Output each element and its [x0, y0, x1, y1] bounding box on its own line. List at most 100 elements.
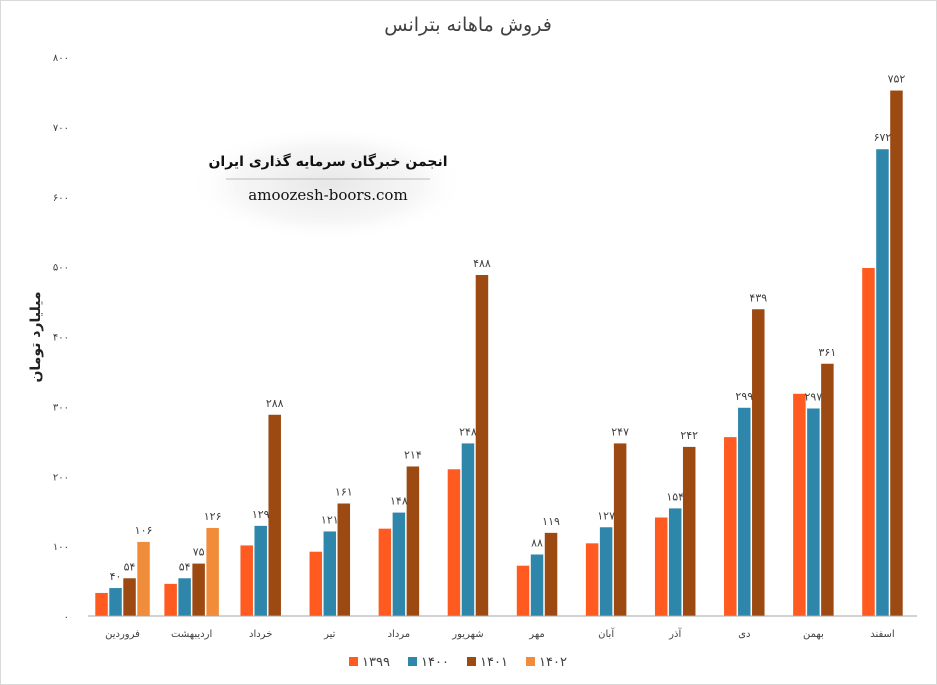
y-tick-label: ۶۰۰ — [53, 193, 69, 204]
bar-3-6 — [475, 275, 489, 616]
legend-swatch — [526, 657, 535, 666]
bar-3-9 — [682, 446, 696, 616]
data-label: ۱۱۹ — [542, 515, 560, 528]
y-tick-label: ۸۰۰ — [53, 53, 69, 64]
x-tick-label: فروردین — [105, 629, 140, 640]
bar-2-7 — [530, 554, 544, 616]
y-tick-label: ۵۰۰ — [53, 263, 69, 274]
data-label: ۵۴ — [179, 560, 191, 573]
legend-swatch — [408, 657, 417, 666]
bar-3-2 — [192, 563, 205, 616]
bar-3-5 — [406, 466, 420, 616]
data-label: ۱۲۷ — [597, 509, 615, 522]
x-tick-label: آبان — [598, 627, 615, 640]
bar-1-10 — [724, 437, 737, 616]
y-axis-ticks: ۰ ۱۰۰ ۲۰۰ ۳۰۰ ۴۰۰ ۵۰۰ ۶۰۰ ۷۰۰ ۸۰۰ — [53, 53, 69, 623]
data-label: ۲۴۲ — [680, 429, 698, 442]
data-label: ۱۴۸ — [390, 495, 408, 508]
data-label: ۲۸۸ — [266, 397, 284, 410]
legend-label: ۱۴۰۱ — [480, 655, 508, 670]
bar-2-2 — [178, 578, 191, 616]
y-tick-label: ۲۰۰ — [53, 472, 69, 483]
bar-3-8 — [613, 443, 627, 616]
data-label: ۸۸ — [531, 537, 543, 550]
bar-1-6 — [447, 469, 461, 616]
bar-1-3 — [240, 545, 253, 616]
data-label: ۲۱۴ — [404, 448, 422, 461]
bar-2-8 — [599, 527, 613, 616]
bar-3-3 — [268, 414, 281, 616]
x-tick-label: بهمن — [803, 629, 824, 640]
data-label: ۲۴۸ — [459, 425, 477, 438]
bar-1-4 — [309, 551, 323, 616]
x-tick-label: شهریور — [451, 629, 483, 640]
bar-3-11 — [821, 363, 834, 616]
y-tick-label: ۴۰۰ — [53, 333, 69, 344]
bar-2-4 — [323, 531, 337, 616]
bar-3-10 — [752, 309, 765, 616]
data-label: ۱۲۱ — [321, 513, 339, 526]
bar-2-11 — [807, 408, 820, 616]
y-tick-label: ۷۰۰ — [53, 123, 69, 134]
bar-1-1 — [95, 592, 108, 616]
x-tick-label: مرداد — [388, 629, 411, 640]
bar-2-12 — [876, 149, 889, 617]
x-tick-label: خرداد — [249, 629, 272, 640]
y-axis-label: میلیارد تومان — [28, 291, 44, 382]
legend-swatch — [467, 657, 476, 666]
data-label: ۱۶۱ — [335, 486, 353, 499]
x-tick-label: آذر — [668, 627, 682, 640]
x-tick-label: مهر — [528, 629, 544, 640]
data-label: ۱۲۶ — [204, 510, 222, 523]
legend-label: ۱۳۹۹ — [362, 655, 390, 670]
y-tick-label: ۱۰۰ — [53, 542, 69, 553]
data-label: ۱۵۴ — [666, 490, 684, 503]
data-label: ۶۷۲ — [874, 131, 892, 144]
watermark-url: amoozesh-boors.com — [248, 186, 407, 204]
legend-label: ۱۴۰۲ — [539, 655, 567, 670]
data-label: ۱۲۹ — [252, 508, 270, 521]
data-label: ۲۹۷ — [805, 390, 823, 403]
bars-group — [95, 90, 903, 617]
y-tick-label: ۳۰۰ — [53, 402, 69, 413]
x-tick-label: اسفند — [870, 629, 894, 640]
data-label: ۲۴۷ — [611, 425, 629, 438]
data-label: ۷۵ — [193, 546, 205, 559]
x-axis-ticks: فروردین اردیبهشت خرداد تیر مرداد شهریور مهر آبا… — [105, 627, 895, 640]
data-label: ۴۸۸ — [473, 257, 491, 270]
chart-title: فروش ماهانه بترانس — [384, 14, 552, 36]
bar-1-11 — [793, 393, 806, 616]
data-label: ۴۰ — [110, 570, 122, 583]
bar-1-12 — [862, 268, 875, 616]
data-label: ۳۶۱ — [819, 346, 837, 359]
bar-1-2 — [164, 583, 177, 616]
bar-4-2 — [206, 527, 219, 616]
data-label: ۷۵۲ — [888, 73, 906, 86]
legend: ۱۳۹۹ ۱۴۰۰ ۱۴۰۱ ۱۴۰۲ — [349, 655, 567, 670]
bar-1-9 — [654, 517, 668, 616]
bar-3-12 — [890, 90, 903, 617]
watermark-glow — [188, 126, 468, 242]
data-label: ۴۳۹ — [749, 291, 767, 304]
watermark: انجمن خبرگان سرمایه گذاری ایران amoozesh… — [188, 126, 468, 242]
y-tick-label: ۰ — [64, 612, 69, 623]
data-label: ۱۰۶ — [135, 524, 153, 537]
bar-3-4 — [337, 503, 351, 616]
data-label: ۲۹۹ — [735, 390, 753, 403]
bar-1-7 — [516, 565, 530, 616]
bar-3-7 — [544, 532, 558, 616]
x-tick-label: اردیبهشت — [171, 629, 212, 640]
bar-1-8 — [585, 543, 599, 616]
bar-3-1 — [123, 578, 136, 616]
bar-4-1 — [137, 541, 150, 616]
x-tick-label: دی — [738, 629, 750, 640]
bar-2-3 — [254, 525, 267, 616]
bar-2-9 — [668, 508, 682, 616]
watermark-title: انجمن خبرگان سرمایه گذاری ایران — [208, 153, 447, 170]
bar-2-5 — [392, 512, 406, 616]
data-label: ۵۴ — [124, 560, 136, 573]
legend-swatch — [349, 657, 358, 666]
bar-1-5 — [378, 528, 392, 616]
